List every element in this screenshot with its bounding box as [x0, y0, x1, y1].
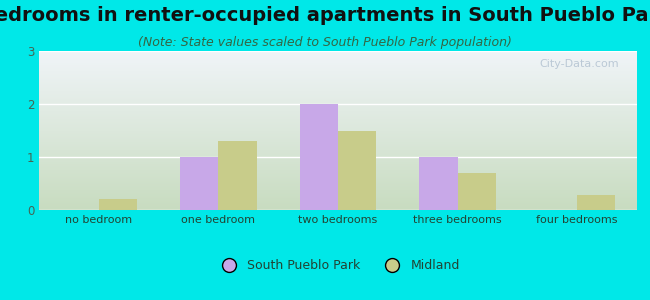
Bar: [218, 141, 257, 210]
Bar: [99, 200, 137, 210]
Text: (Note: State values scaled to South Pueblo Park population): (Note: State values scaled to South Pueb…: [138, 36, 512, 49]
Text: City-Data.com: City-Data.com: [540, 59, 619, 69]
Legend: South Pueblo Park, Midland: South Pueblo Park, Midland: [211, 254, 465, 277]
Bar: [300, 104, 338, 210]
Bar: [180, 157, 218, 210]
Bar: [338, 130, 376, 210]
Bar: [458, 173, 496, 210]
Bar: [577, 195, 616, 210]
Bar: [419, 157, 458, 210]
Text: Bedrooms in renter-occupied apartments in South Pueblo Park: Bedrooms in renter-occupied apartments i…: [0, 6, 650, 25]
